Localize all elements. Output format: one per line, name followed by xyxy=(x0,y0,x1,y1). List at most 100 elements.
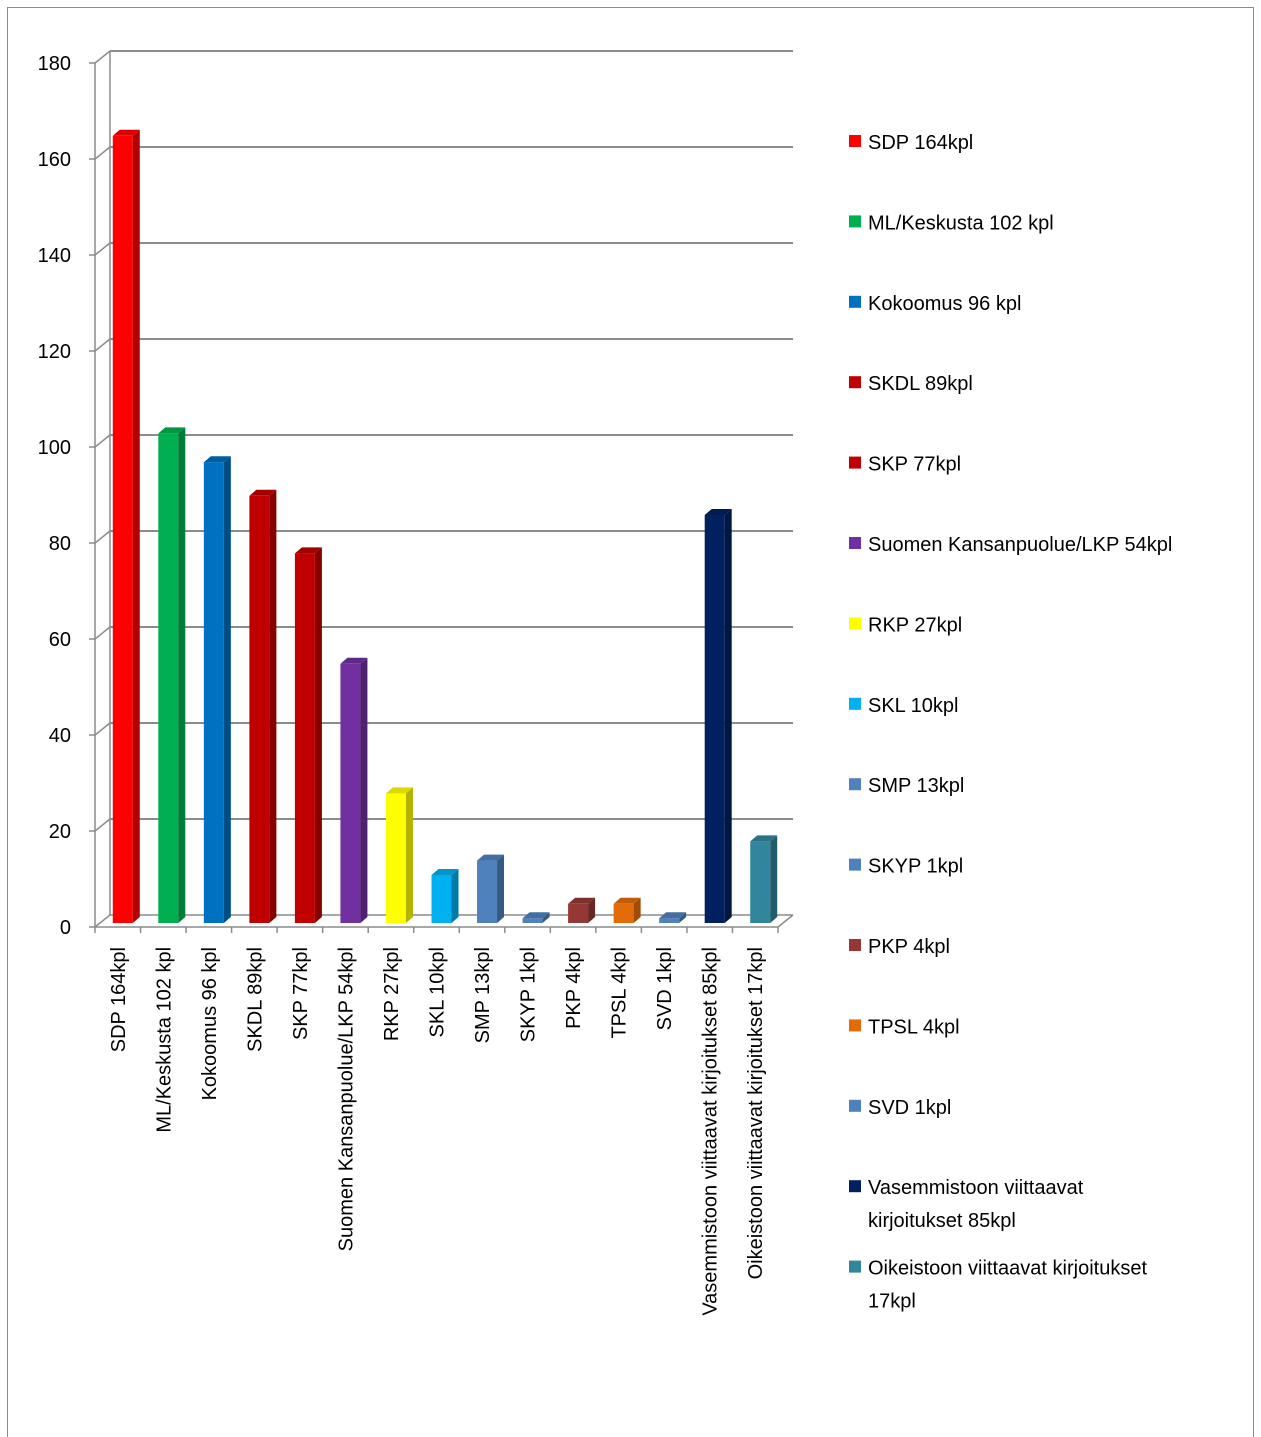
bar-top xyxy=(568,897,596,904)
gridline-connector xyxy=(94,722,111,736)
gridline-connector xyxy=(94,242,111,256)
legend-label: kirjoitukset 85kpl xyxy=(868,1210,1016,1232)
bar-front xyxy=(477,860,498,923)
legend-label: Oikeistoon viittaavat kirjoitukset xyxy=(868,1258,1147,1280)
legend-item: Oikeistoon viittaavat kirjoitukset 17kpl xyxy=(849,1258,1147,1313)
bar xyxy=(431,869,459,923)
x-category-label: Kokoomus 96 kpl xyxy=(199,947,221,1100)
bar-front xyxy=(203,462,224,923)
legend-swatch xyxy=(849,1019,861,1032)
x-category-label: SKP 77kpl xyxy=(290,947,312,1040)
bar-top xyxy=(613,897,641,904)
y-tick-label: 40 xyxy=(49,725,71,747)
bar xyxy=(340,657,368,923)
bar xyxy=(522,912,550,923)
bar-front xyxy=(659,918,680,923)
bar-top xyxy=(385,787,413,794)
legend-swatch xyxy=(849,1180,861,1193)
legend-label: TPSL 4kpl xyxy=(868,1016,960,1038)
bar-front xyxy=(750,841,771,923)
x-category-label: Oikeistoon viittaavat kirjoitukset 17kpl xyxy=(745,947,767,1279)
y-tick-label: 160 xyxy=(38,149,71,171)
bar-side xyxy=(132,129,140,924)
x-category-label: SKDL 89kpl xyxy=(244,947,266,1052)
legend-label: SKDL 89kpl xyxy=(868,373,973,395)
bar-top xyxy=(659,912,687,919)
bar-front xyxy=(340,663,361,923)
x-category-label: Vasemmistoon viittaavat kirjoitukset 85k… xyxy=(700,947,722,1316)
x-axis-category-labels: SDP 164kpl ML/Keskusta 102 kpl Kokoomus 96… xyxy=(108,947,767,1316)
legend-item: PKP 4kpl xyxy=(849,936,950,958)
legend-label: ML/Keskusta 102 kpl xyxy=(868,212,1054,234)
bar xyxy=(112,129,140,924)
bar-front xyxy=(704,515,725,923)
y-tick-label: 60 xyxy=(49,629,71,651)
legend-label: SKYP 1kpl xyxy=(868,856,963,878)
bar-front xyxy=(613,903,634,923)
y-tick-label: 180 xyxy=(38,53,71,75)
legend: SDP 164kpl ML/Keskusta 102 kpl Kokoomus 96… xyxy=(849,132,1172,1313)
floor-right-edge xyxy=(777,914,794,928)
bar-side xyxy=(633,897,641,923)
x-category-label: SVD 1kpl xyxy=(654,947,676,1030)
gridline-connector xyxy=(94,626,111,640)
bar xyxy=(477,854,505,923)
legend-label: SKP 77kpl xyxy=(868,454,961,476)
legend-item: Kokoomus 96 kpl xyxy=(849,293,1021,315)
y-tick-label: 80 xyxy=(49,533,71,555)
bar-side xyxy=(724,509,732,923)
gridline-connector xyxy=(94,50,111,64)
bar-side xyxy=(269,489,277,923)
bar-front xyxy=(158,433,179,923)
legend-label: SMP 13kpl xyxy=(868,775,964,797)
bar xyxy=(568,897,596,923)
legend-label: PKP 4kpl xyxy=(868,936,950,958)
bar-front xyxy=(522,918,543,923)
legend-swatch xyxy=(849,456,861,469)
y-axis-tick-labels: 0 20 40 60 80 100 120 140 160 180 xyxy=(38,53,71,939)
bar-front xyxy=(294,553,315,923)
bar-top xyxy=(249,489,277,496)
legend-swatch xyxy=(849,858,861,871)
legend-label: 17kpl xyxy=(868,1291,916,1313)
legend-label: RKP 27kpl xyxy=(868,614,962,636)
gridlines xyxy=(94,50,793,928)
bar xyxy=(704,509,732,923)
legend-item: SKYP 1kpl xyxy=(849,856,963,878)
bar-top xyxy=(294,547,322,554)
legend-swatch xyxy=(849,697,861,710)
gridline-connector xyxy=(94,434,111,448)
y-tick-label: 100 xyxy=(38,437,71,459)
bars xyxy=(112,129,778,924)
x-category-label: Suomen Kansanpuolue/LKP 54kpl xyxy=(335,947,357,1251)
y-tick-label: 0 xyxy=(60,917,71,939)
bar-side xyxy=(451,869,459,923)
bar-front xyxy=(385,793,406,923)
legend-item: Suomen Kansanpuolue/LKP 54kpl xyxy=(849,534,1172,556)
gridline-connector xyxy=(94,530,111,544)
legend-swatch xyxy=(849,295,861,308)
bar-top xyxy=(340,657,368,664)
x-category-label: ML/Keskusta 102 kpl xyxy=(153,947,175,1133)
legend-item: SVD 1kpl xyxy=(849,1097,951,1119)
legend-label: SDP 164kpl xyxy=(868,132,973,154)
legend-swatch xyxy=(849,1099,861,1112)
bar-top xyxy=(203,456,231,463)
legend-item: SMP 13kpl xyxy=(849,775,964,797)
x-category-label: RKP 27kpl xyxy=(381,947,403,1041)
bar xyxy=(249,489,277,923)
gridline-connector xyxy=(94,146,111,160)
legend-label: Vasemmistoon viittaavat xyxy=(868,1177,1084,1199)
bar-top xyxy=(522,912,550,919)
bar xyxy=(659,912,687,923)
bar-front xyxy=(112,135,133,924)
legend-item: SKDL 89kpl xyxy=(849,373,973,395)
legend-item: Vasemmistoon viittaavat kirjoitukset 85kp… xyxy=(849,1177,1084,1232)
legend-swatch xyxy=(849,617,861,630)
bar xyxy=(385,787,413,923)
legend-swatch xyxy=(849,778,861,791)
bar-side xyxy=(770,835,778,923)
legend-label: SVD 1kpl xyxy=(868,1097,951,1119)
bar-top xyxy=(158,427,186,434)
